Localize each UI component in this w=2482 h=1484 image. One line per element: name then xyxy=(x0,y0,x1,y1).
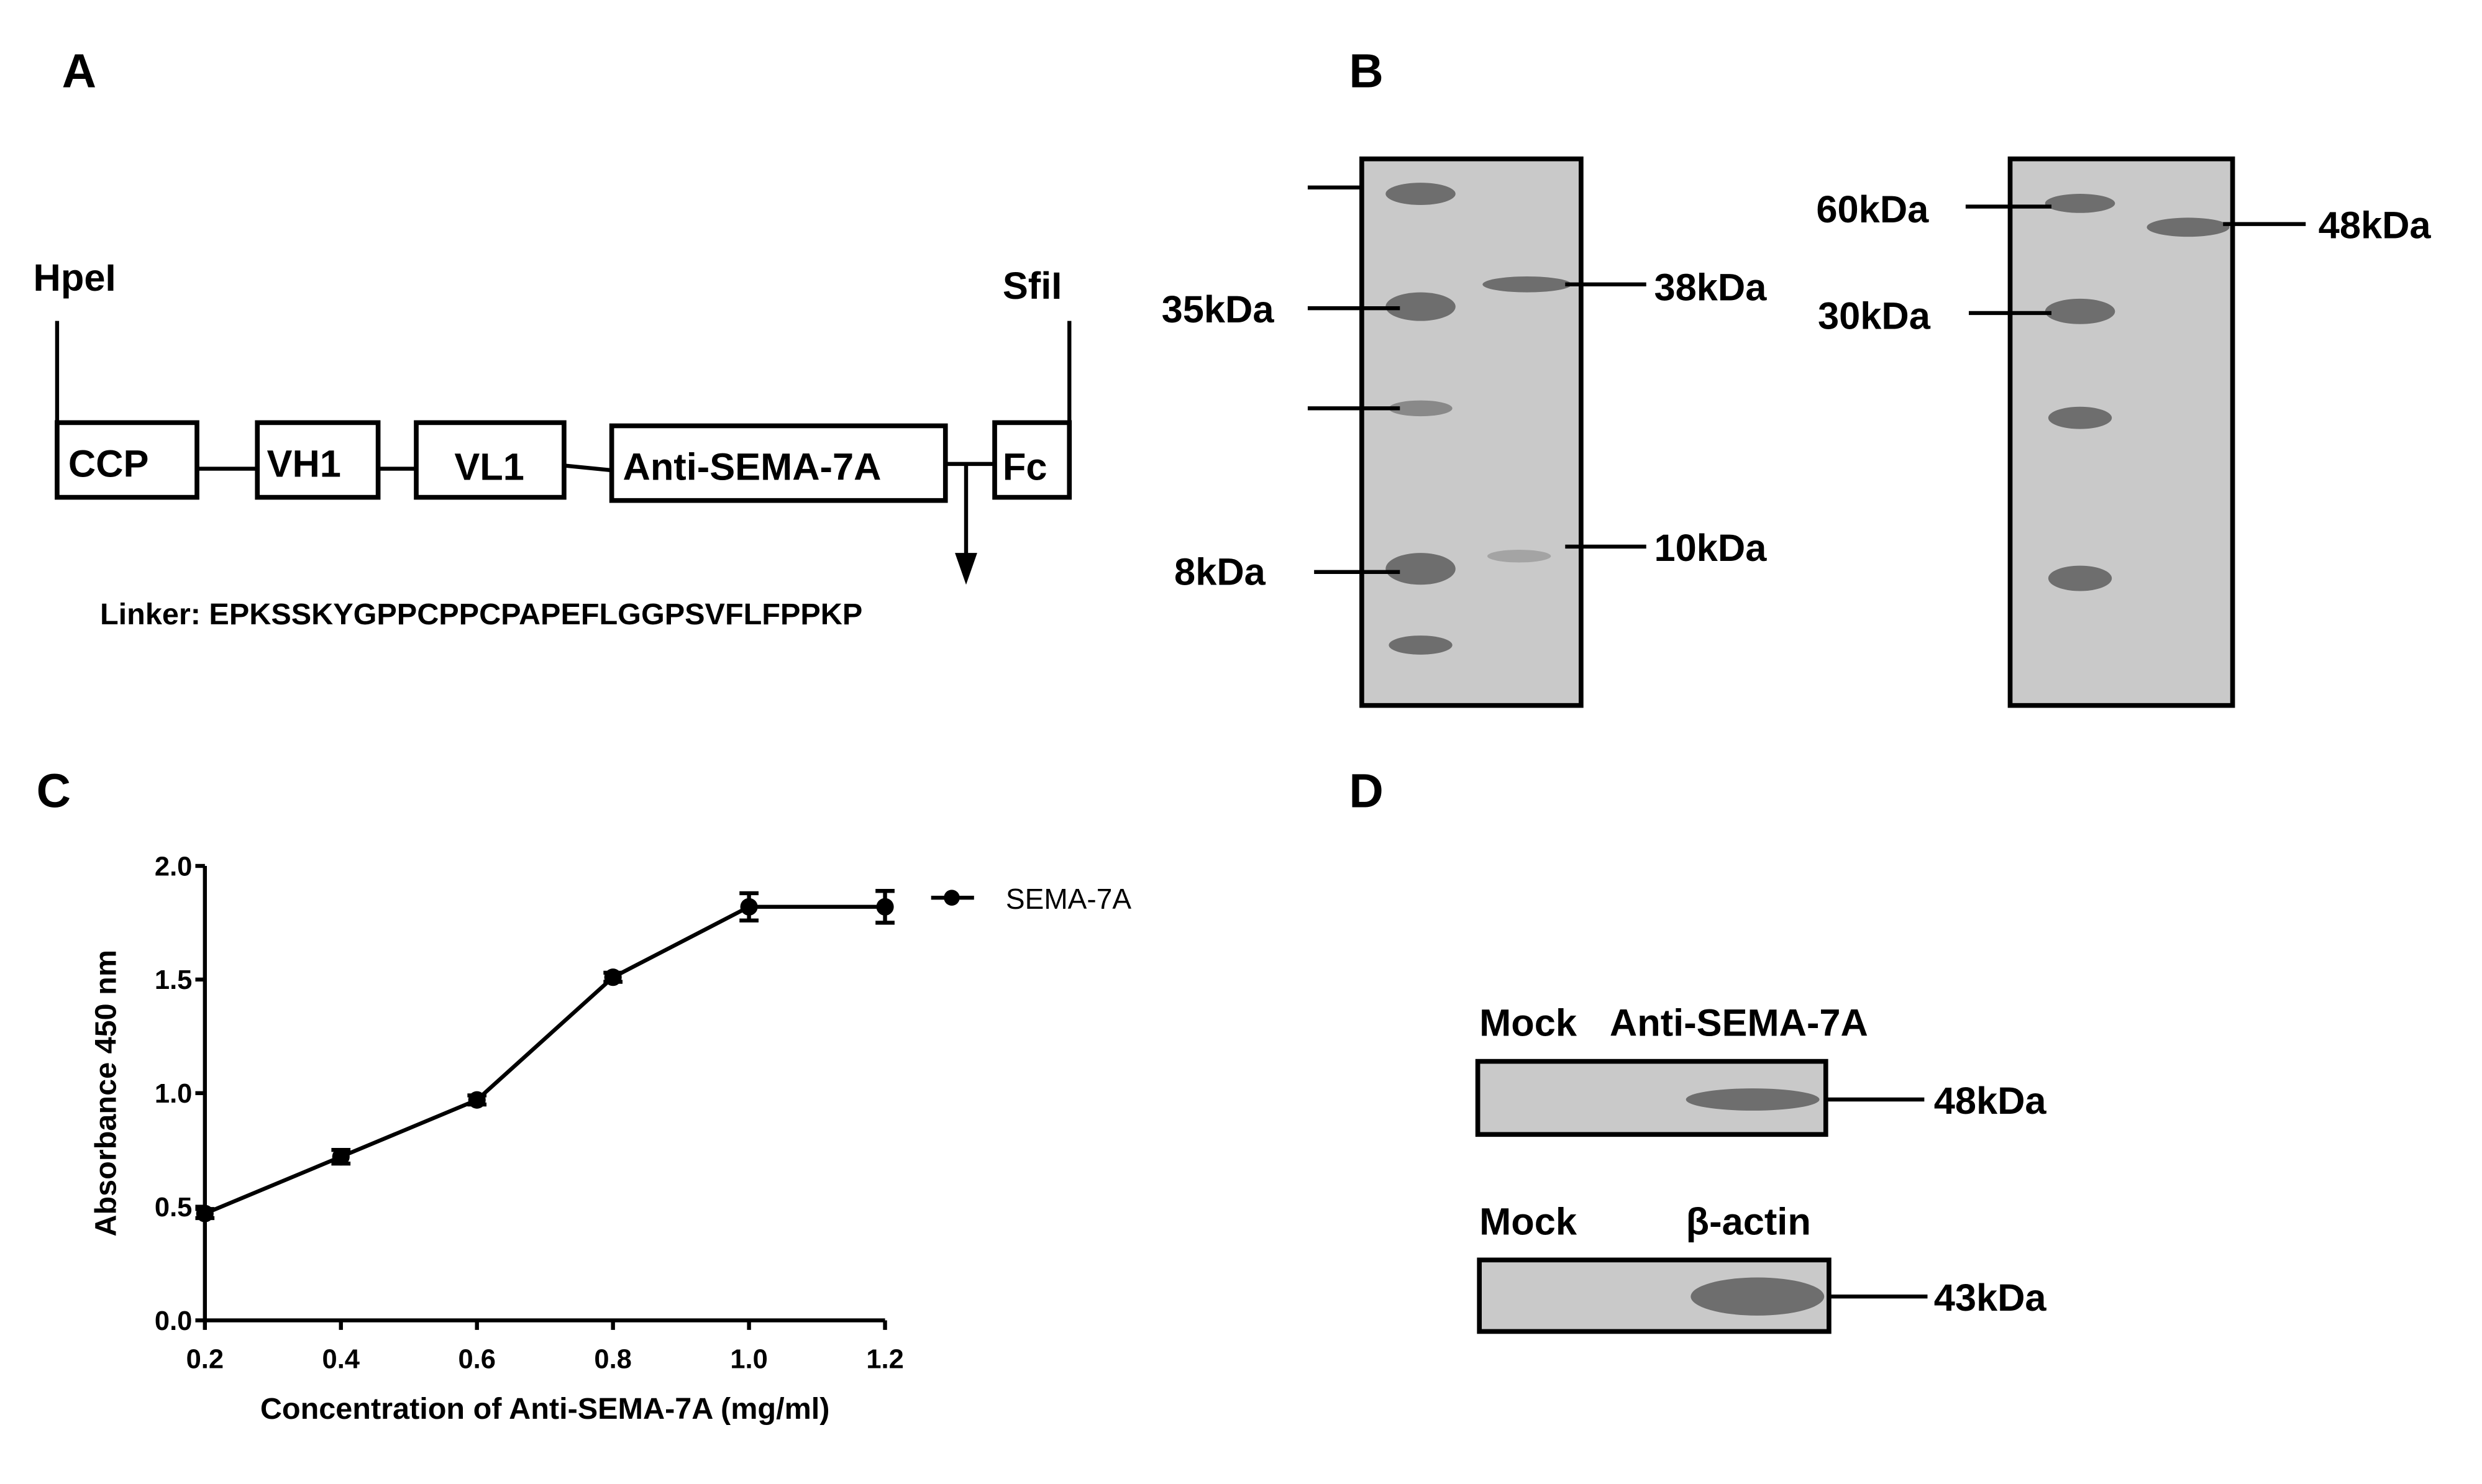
x-tick-label: 0.4 xyxy=(322,1344,360,1374)
y-tick-label: 1.0 xyxy=(155,1079,192,1109)
domain-label: CCP xyxy=(68,442,149,485)
x-tick-label: 0.2 xyxy=(186,1344,224,1374)
y-tick-label: 0.0 xyxy=(155,1306,192,1336)
marker-label: 8kDa xyxy=(1174,550,1266,593)
data-point xyxy=(876,898,894,916)
x-axis-label: Concentration of Anti-SEMA-7A (mg/ml) xyxy=(260,1392,830,1426)
domain-vh1 xyxy=(255,420,381,500)
domain-label: VH1 xyxy=(267,442,341,485)
x-tick-label: 1.2 xyxy=(866,1344,903,1374)
domain-ccp xyxy=(55,420,199,500)
x-tick-label: 1.0 xyxy=(730,1344,767,1374)
absorbance-chart: Concentration of Anti-SEMA-7A (mg/ml) Ab… xyxy=(89,852,1132,1426)
x-tick-label: 0.8 xyxy=(594,1344,631,1374)
panel-label-a: A xyxy=(62,45,96,98)
site-sfii: SfiI xyxy=(1003,265,1062,307)
band-label: 48kDa xyxy=(2319,204,2432,247)
domain-label: VL1 xyxy=(454,445,524,488)
gel-1: 35kDa 8kDa 38kDa 10kDa xyxy=(1162,156,1768,708)
panel-label-b: B xyxy=(1349,45,1383,98)
data-point xyxy=(468,1091,486,1109)
lane-label: Anti-SEMA-7A xyxy=(1610,1002,1868,1045)
y-tick-label: 2.0 xyxy=(155,852,192,881)
panel-label-c: C xyxy=(37,765,71,817)
band-label: 38kDa xyxy=(1654,266,1768,309)
legend-marker xyxy=(944,890,960,906)
x-tick-label: 0.6 xyxy=(458,1344,495,1374)
linker-sequence: Linker: EPKSSKYGPPCPPCPAPEFLGGPSVFLFPPKP xyxy=(100,598,862,631)
gel-2: 60kDa 30kDa 48kDa xyxy=(1816,156,2432,708)
marker-label: 35kDa xyxy=(1162,288,1275,331)
y-tick-label: 0.5 xyxy=(155,1193,192,1222)
lane-label: β-actin xyxy=(1686,1200,1811,1243)
data-point xyxy=(604,968,622,986)
y-axis-label: Absorbance 450 nm xyxy=(89,950,123,1237)
panel-label-d: D xyxy=(1349,765,1383,817)
lane-label: Mock xyxy=(1479,1200,1577,1243)
marker-label: 30kDa xyxy=(1818,294,1931,337)
legend: SEMA-7A xyxy=(931,883,1131,915)
construct: CCP VH1 VL1 Anti-SEMA-7A Fc xyxy=(55,420,1072,585)
y-tick-label: 1.5 xyxy=(155,965,192,995)
data-point xyxy=(332,1148,350,1166)
band-size-label: 43kDa xyxy=(1934,1277,2047,1319)
data-point xyxy=(196,1204,214,1222)
domain-vl1 xyxy=(414,420,567,500)
marker-label: 60kDa xyxy=(1816,188,1929,231)
data-point xyxy=(740,898,758,916)
domain-label: Fc xyxy=(1003,445,1047,488)
domain-label: Anti-SEMA-7A xyxy=(623,445,882,488)
series-line xyxy=(204,904,885,1216)
lane-label: Mock xyxy=(1479,1002,1577,1045)
site-hpei: HpeI xyxy=(34,257,116,299)
western-blot: Mock Anti-SEMA-7A 48kDa Mock β-actin 43k… xyxy=(1475,1002,2047,1334)
legend-label: SEMA-7A xyxy=(1006,883,1131,915)
band-label: 10kDa xyxy=(1654,527,1768,570)
domain-anti-sema-7a xyxy=(609,423,948,503)
arrow-down-icon xyxy=(955,553,977,585)
domain-fc xyxy=(992,420,1072,500)
band-size-label: 48kDa xyxy=(1934,1080,2047,1122)
